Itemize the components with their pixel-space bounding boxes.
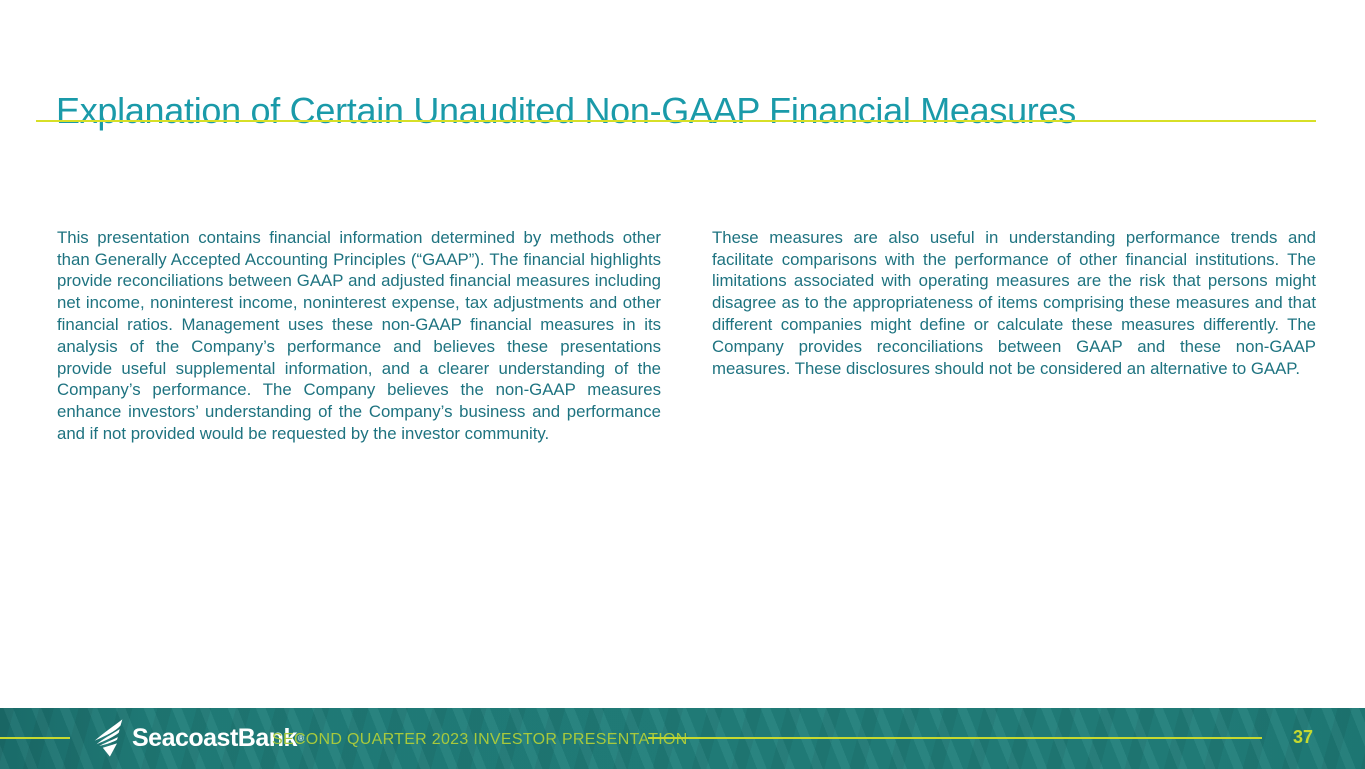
footer-presentation-label: SECOND QUARTER 2023 INVESTOR PRESENTATIO…: [272, 731, 688, 748]
title-underline-rule: [36, 120, 1316, 122]
footer-accent-line-right: [648, 737, 1262, 739]
footer-bar: SeacoastBank ® SECOND QUARTER 2023 INVES…: [0, 708, 1365, 769]
body-left-paragraph: This presentation contains financial inf…: [57, 227, 661, 443]
seacoast-bank-logo: SeacoastBank ®: [93, 719, 304, 757]
page-title: Explanation of Certain Unaudited Non-GAA…: [56, 90, 1076, 132]
logo-wordmark: SeacoastBank: [132, 723, 297, 752]
footer-accent-line-left: [0, 737, 70, 739]
sailboat-icon: [94, 719, 123, 757]
registered-trademark-mark: ®: [297, 733, 304, 743]
page-number: 37: [1293, 727, 1314, 747]
body-right-paragraph: These measures are also useful in unders…: [712, 227, 1316, 378]
